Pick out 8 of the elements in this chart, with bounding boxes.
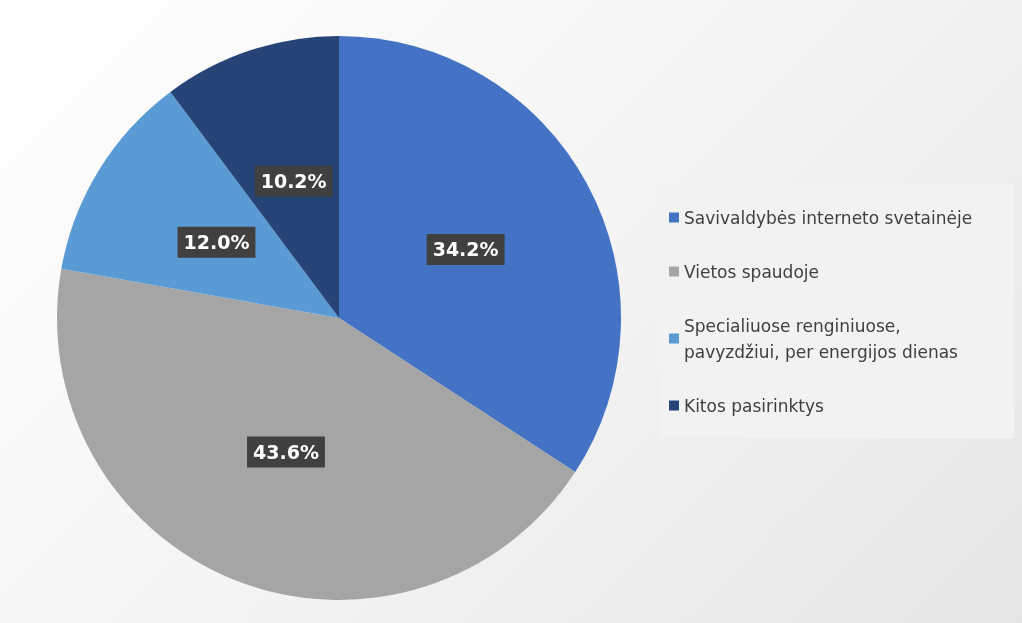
data-label: 12.0%: [183, 231, 250, 254]
legend-label: Savivaldybės interneto svetainėje: [684, 207, 973, 228]
legend-label: Specialiuose renginiuose, pavyzdžiui, per energijos dienas: [684, 315, 959, 362]
data-label: 10.2%: [260, 170, 327, 193]
data-label: 43.6%: [253, 440, 319, 463]
data-label: 34.2%: [432, 238, 499, 261]
legend-label: Kitos pasirinktys: [684, 395, 825, 416]
legend-label: Vietos spaudoje: [684, 261, 819, 282]
